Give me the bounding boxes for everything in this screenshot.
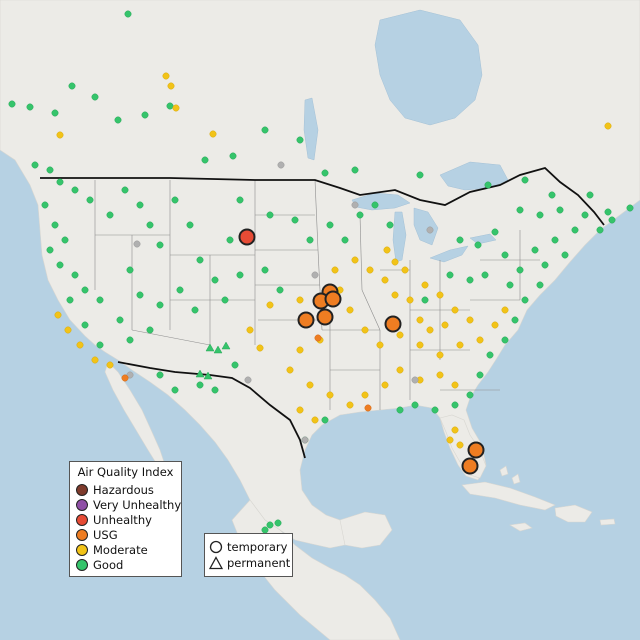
moderate-dot-icon — [76, 544, 88, 556]
legend-item-moderate: Moderate — [76, 543, 148, 557]
good-markers — [8, 10, 634, 534]
no-data-markers — [126, 161, 434, 444]
legend-label: permanent — [227, 556, 291, 570]
legend-label: Very Unhealthy — [93, 498, 182, 512]
state-borders — [94, 179, 540, 410]
legend-item-hazardous: Hazardous — [76, 483, 154, 497]
legend-label: Hazardous — [93, 483, 154, 497]
inland-water — [303, 9, 509, 263]
legend-item-good: Good — [76, 558, 123, 572]
triangle-icon — [209, 556, 223, 570]
usg-dot-icon — [76, 529, 88, 541]
good-permanent-markers — [195, 341, 231, 380]
legend-item-unhealthy: Unhealthy — [76, 513, 152, 527]
unhealthy-markers — [238, 228, 256, 246]
legend-item-very-unhealthy: Very Unhealthy — [76, 498, 181, 512]
monitor-type-legend: temporary permanent — [204, 533, 293, 577]
unhealthy-dot-icon — [76, 514, 88, 526]
legend-item-temporary: temporary — [209, 540, 287, 554]
national-border — [40, 166, 605, 459]
legend-label: Moderate — [93, 543, 148, 557]
legend-label: USG — [93, 528, 118, 542]
very-unhealthy-dot-icon — [76, 499, 88, 511]
legend-item-usg: USG — [76, 528, 118, 542]
small-usg-markers — [121, 334, 372, 412]
good-dot-icon — [76, 559, 88, 571]
aqi-legend: Air Quality Index Hazardous Very Unhealt… — [69, 461, 182, 577]
circle-icon — [209, 540, 223, 554]
legend-title: Air Quality Index — [77, 465, 174, 479]
usg-markers — [297, 283, 485, 475]
legend-label: Unhealthy — [93, 513, 152, 527]
legend-label: Good — [93, 558, 124, 572]
legend-item-permanent: permanent — [209, 556, 290, 570]
hazardous-dot-icon — [76, 484, 88, 496]
legend-label: temporary — [227, 540, 288, 554]
